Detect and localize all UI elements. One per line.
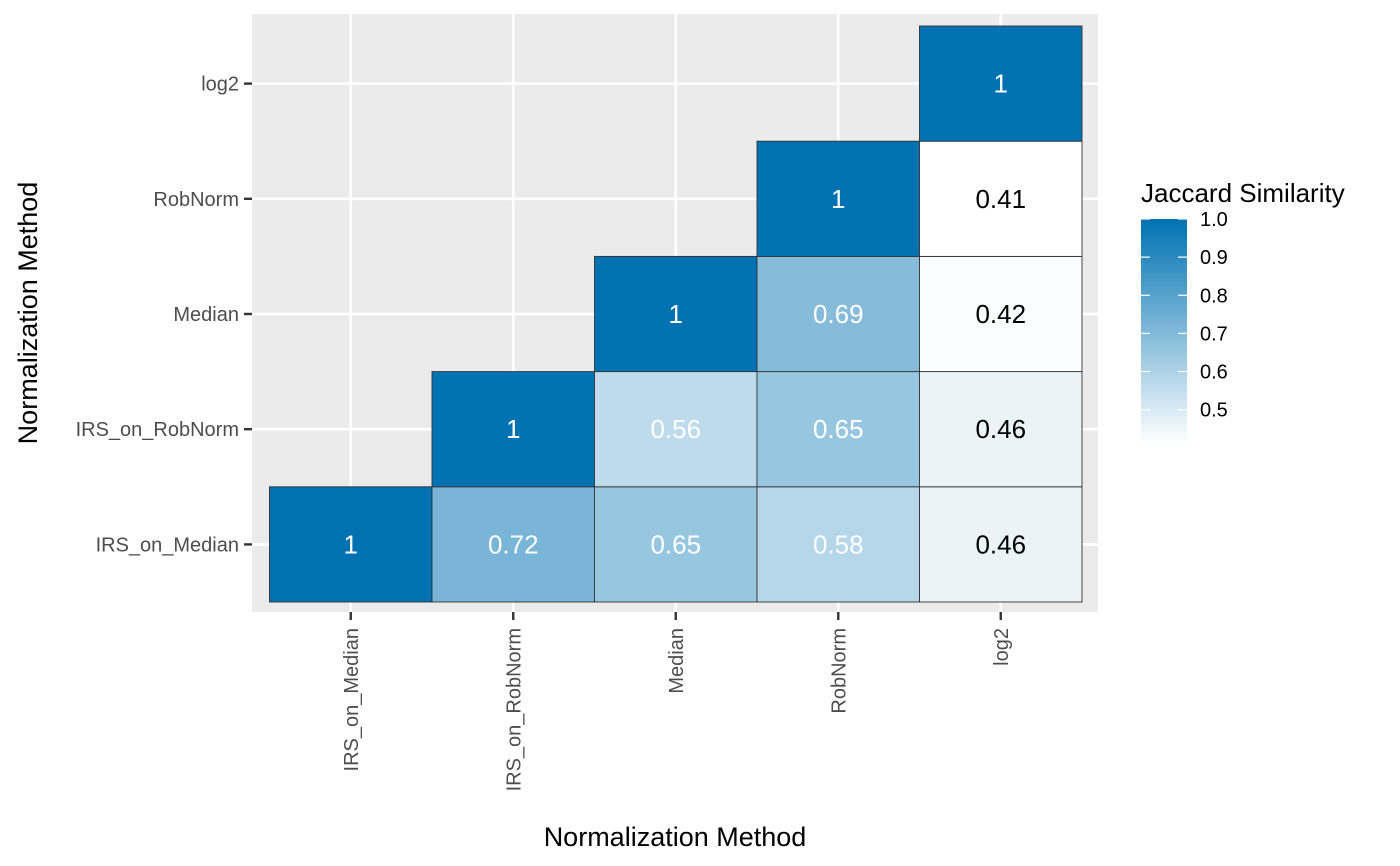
cell-value-label: 0.46: [975, 529, 1026, 559]
legend-tick-label: 0.6: [1200, 362, 1228, 384]
heatmap-cell: [594, 255, 758, 373]
cell-value-label: 1: [669, 299, 683, 329]
y-tick-label: RobNorm: [153, 189, 239, 211]
cell-value-label: 0.42: [975, 299, 1026, 329]
x-tick-label: RobNorm: [828, 628, 850, 714]
heatmap-cell: [594, 371, 758, 488]
heatmap-cell: [919, 25, 1083, 142]
heatmap-cell: [919, 486, 1083, 603]
heatmap-cell: [431, 371, 595, 488]
x-tick-label: IRS_on_RobNorm: [503, 628, 525, 791]
y-axis: IRS_on_Median IRS_on_RobNorm Median RobNorm…: [76, 74, 252, 556]
cell-value-label: 1: [994, 69, 1008, 99]
heatmap-cell: [594, 486, 758, 603]
legend-tick-label: 0.9: [1200, 247, 1228, 269]
legend-tick-label: 0.5: [1200, 400, 1228, 422]
heatmap-cell: [919, 371, 1083, 488]
x-tick-label: Median: [666, 628, 688, 694]
y-tick-label: IRS_on_RobNorm: [76, 419, 239, 441]
legend-colorbar: [1141, 219, 1187, 444]
y-axis-title: Normalization Method: [13, 182, 43, 445]
legend-tick-label: 0.8: [1200, 285, 1228, 307]
heatmap-cell: [919, 255, 1083, 373]
cell-labels: 1 0.72 0.65 0.58 0.46 1 0.56 0.65 0.46 1 0.69 0.42 1…: [344, 69, 1027, 560]
heatmap-cells: [269, 25, 1083, 603]
heatmap-cell: [919, 140, 1083, 257]
cell-value-label: 0.41: [975, 184, 1026, 214]
cell-value-label: 0.46: [975, 414, 1026, 444]
cell-value-label: 0.58: [813, 529, 864, 559]
y-tick-label: log2: [201, 74, 239, 96]
cell-value-label: 0.56: [650, 414, 701, 444]
cell-value-label: 1: [344, 529, 358, 559]
heatmap-cell: [756, 486, 920, 603]
x-tick-label: IRS_on_Median: [341, 628, 363, 771]
legend-ticks: 1.0 0.9 0.8 0.7 0.6 0.5: [1141, 209, 1228, 422]
cell-value-label: 0.69: [813, 299, 864, 329]
cell-value-label: 1: [831, 184, 845, 214]
legend: Jaccard Similarity 1.0 0.9 0.8 0.7 0.6 0.5: [1141, 178, 1345, 444]
x-tick-label: log2: [991, 628, 1013, 666]
legend-tick-label: 1.0: [1200, 209, 1228, 231]
x-axis-title: Normalization Method: [544, 822, 807, 852]
cell-value-label: 1: [506, 414, 520, 444]
legend-tick-label: 0.7: [1200, 323, 1228, 345]
legend-title: Jaccard Similarity: [1141, 178, 1345, 208]
heatmap-cell: [756, 140, 920, 257]
y-tick-label: IRS_on_Median: [96, 534, 239, 556]
y-tick-label: Median: [173, 304, 239, 326]
heatmap-cell: [269, 486, 433, 603]
cell-value-label: 0.72: [488, 529, 539, 559]
heatmap-cell: [431, 486, 595, 603]
cell-value-label: 0.65: [813, 414, 864, 444]
x-axis: IRS_on_Median IRS_on_RobNorm Median RobNorm…: [341, 612, 1013, 791]
cell-value-label: 0.65: [650, 529, 701, 559]
